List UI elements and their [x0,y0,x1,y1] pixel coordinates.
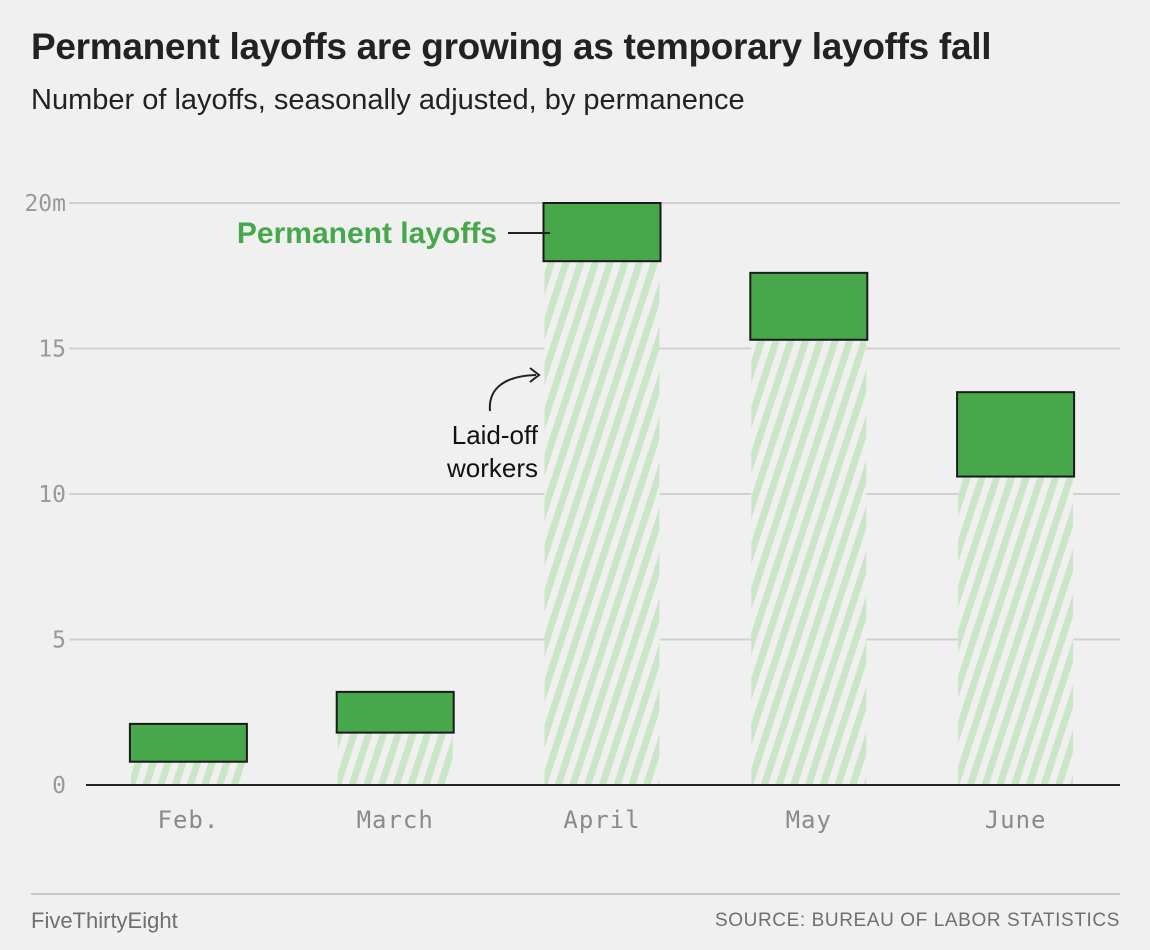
chart-title: Permanent layoffs are growing as tempora… [31,26,992,67]
layoffs-bar-chart: 0 5 10 15 20m Feb. March April May June Permanen… [24,191,1120,834]
bar-permanent-april [542,202,662,263]
x-tick-label: May [786,806,832,834]
x-axis-ticks: Feb. March April May June [158,806,1047,834]
footer-divider [31,893,1120,895]
source-credit: SOURCE: BUREAU OF LABOR STATISTICS [714,910,1120,931]
bar-laid-off-june [958,476,1074,785]
y-tick-label: 0 [52,773,66,799]
chart-subtitle: Number of layoffs, seasonally adjusted, … [31,84,745,116]
bar-laid-off-feb [130,761,246,785]
bar-permanent-march [335,690,455,734]
bars [128,202,1076,785]
y-tick-label: 15 [38,337,66,363]
y-axis-ticks: 0 5 10 15 20m [24,191,86,799]
laid-off-arrow [488,374,537,412]
brand-logo-text: FiveThirtyEight [31,908,178,933]
bar-permanent-feb [128,722,248,763]
y-tick-label: 20m [24,191,66,217]
laid-off-label-line1: Laid-off [452,420,539,450]
y-tick-label: 5 [52,628,66,654]
permanent-layoffs-label: Permanent layoffs [237,217,497,250]
bar-laid-off-march [337,732,453,785]
bar-permanent-june [956,391,1076,478]
laid-off-label-line2: workers [446,453,538,483]
bar-permanent-may [749,271,869,341]
bar-laid-off-may [751,339,867,785]
x-tick-label: June [985,806,1047,834]
x-tick-label: March [357,806,434,834]
y-tick-label: 10 [38,482,66,508]
x-tick-label: Feb. [158,806,220,834]
bar-laid-off-april [544,261,660,785]
arrow-head-icon [529,367,541,383]
x-tick-label: April [563,806,640,834]
